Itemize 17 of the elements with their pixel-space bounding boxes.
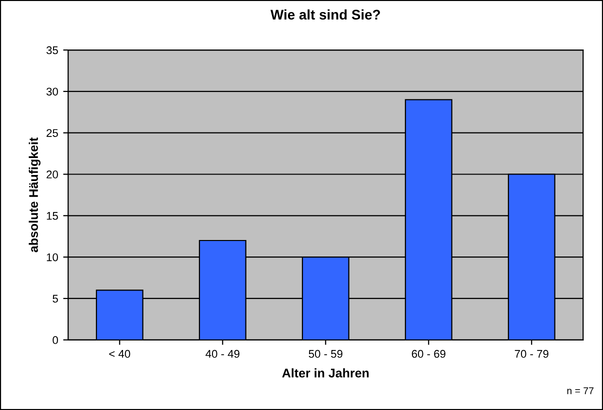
x-axis-title: Alter in Jahren <box>282 368 369 378</box>
x-tick-label: 70 - 79 <box>514 350 548 358</box>
x-tick-label: 60 - 69 <box>412 350 446 358</box>
y-tick-label: 15 <box>46 212 58 220</box>
x-tick-label: < 40 <box>109 350 130 358</box>
y-axis-title: absolute Häufigkeit <box>28 137 41 252</box>
y-tick-label: 5 <box>52 294 58 303</box>
text: n = 77 <box>567 387 594 394</box>
y-tick-label: 35 <box>46 46 58 54</box>
y-tick-label: 0 <box>52 336 58 344</box>
y-tick-label: 10 <box>46 253 58 262</box>
y-tick-label: 30 <box>46 88 58 96</box>
x-tick-label: 40 - 49 <box>206 350 240 358</box>
y-tick-label: 25 <box>46 129 58 137</box>
y-tick-label: 20 <box>46 170 58 178</box>
chart-title: Wie alt sind Sie? <box>270 9 380 20</box>
x-tick-label: 50 - 59 <box>308 350 342 358</box>
